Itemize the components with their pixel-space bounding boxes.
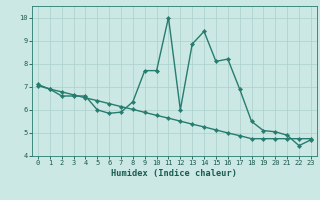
- X-axis label: Humidex (Indice chaleur): Humidex (Indice chaleur): [111, 169, 237, 178]
